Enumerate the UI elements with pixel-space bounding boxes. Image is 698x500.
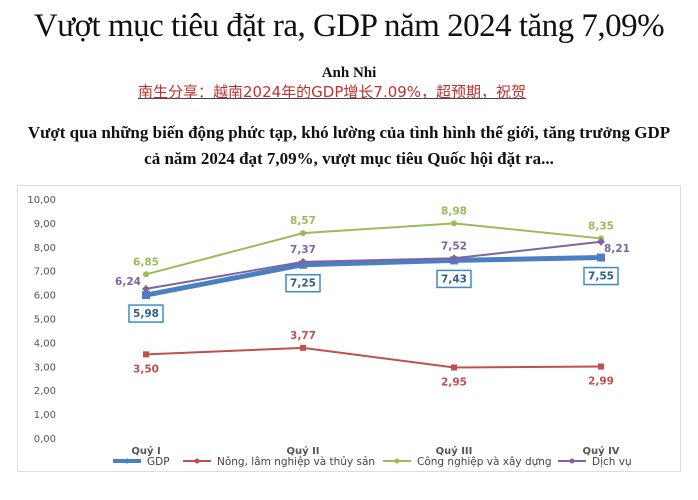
agri-marker	[598, 363, 604, 370]
agri-marker	[300, 344, 306, 351]
y-tick-label: 5,00	[34, 315, 56, 326]
data-label: 8,21	[604, 243, 630, 255]
data-label: 5,98	[133, 308, 159, 320]
gdp-label-box	[436, 269, 472, 289]
data-label: 7,55	[588, 271, 614, 283]
services-marker	[142, 284, 150, 293]
legend-marker-1	[194, 458, 200, 464]
data-label: 7,52	[441, 240, 467, 252]
services-marker	[299, 257, 307, 266]
agri-marker	[451, 364, 457, 371]
x-tick-label: Quý III	[436, 445, 473, 457]
data-label: 8,98	[441, 205, 467, 217]
gdp-label-box	[128, 304, 164, 323]
legend-marker-2	[394, 458, 400, 464]
series-line-2	[145, 222, 602, 276]
data-label: 6,24	[115, 276, 141, 288]
gdp-marker	[597, 253, 605, 262]
data-label: 2,99	[588, 376, 614, 388]
y-tick-label: 1,00	[34, 410, 56, 421]
y-tick-label: 6,00	[34, 291, 56, 302]
gdp-label-box	[285, 273, 321, 293]
data-label: 8,57	[290, 215, 316, 227]
services-marker	[597, 237, 605, 246]
series-line-1	[145, 346, 602, 369]
data-label: 3,50	[133, 363, 159, 375]
services-marker	[450, 254, 458, 263]
x-tick-label: Quý II	[286, 445, 319, 457]
y-tick-label: 10,00	[27, 195, 56, 206]
series-line-3	[145, 240, 602, 290]
data-label: 2,95	[441, 376, 467, 388]
chart: 0,00 1,00 2,00 3,00 4,00 5,00 6,00 7,00 8,00 9,00…	[17, 185, 681, 472]
x-tick-label: Quý I	[131, 445, 160, 457]
gdp-label-box	[583, 266, 619, 286]
data-label: 7,37	[290, 244, 316, 256]
legend-marker-3	[569, 458, 575, 464]
legend-label: Công nghiệp và xây dựng	[417, 456, 552, 468]
chart-svg: 0,00 1,00 2,00 3,00 4,00 5,00 6,00 7,00 8,00 9,00…	[27, 195, 632, 468]
headline: Vượt mục tiêu đặt ra, GDP năm 2024 tăng …	[33, 8, 665, 44]
agri-marker	[143, 351, 149, 358]
lead-paragraph: Vượt qua những biến động phức tạp, khó l…	[27, 123, 671, 168]
legend-label: GDP	[147, 456, 170, 468]
y-tick-label: 4,00	[34, 338, 56, 349]
y-tick-label: 2,00	[34, 386, 56, 397]
gdp-marker	[142, 291, 150, 300]
data-label: 8,35	[588, 220, 614, 232]
data-label: 3,77	[290, 330, 316, 342]
y-tick-label: 9,00	[34, 219, 56, 230]
data-label: 7,43	[441, 273, 467, 285]
y-tick-label: 7,00	[34, 267, 56, 278]
y-tick-label: 0,00	[34, 434, 56, 445]
industry-marker	[143, 271, 149, 278]
share-link[interactable]: 南生分享：越南2024年的GDP增长7.09%，超预期，祝贺	[138, 83, 527, 101]
legend-label: Nông, lâm nghiệp và thủy sản	[217, 456, 375, 468]
x-tick-label: Quý IV	[582, 445, 619, 457]
industry-marker	[300, 230, 306, 237]
data-label: 6,85	[133, 256, 159, 268]
industry-marker	[451, 220, 457, 227]
data-label: 7,25	[290, 278, 316, 290]
y-tick-label: 3,00	[34, 362, 56, 373]
author: Anh Nhi	[321, 65, 377, 81]
series-line-0	[145, 255, 602, 298]
y-tick-label: 8,00	[34, 243, 56, 254]
legend-marker-0	[124, 458, 130, 464]
legend-label: Dịch vụ	[592, 456, 632, 468]
